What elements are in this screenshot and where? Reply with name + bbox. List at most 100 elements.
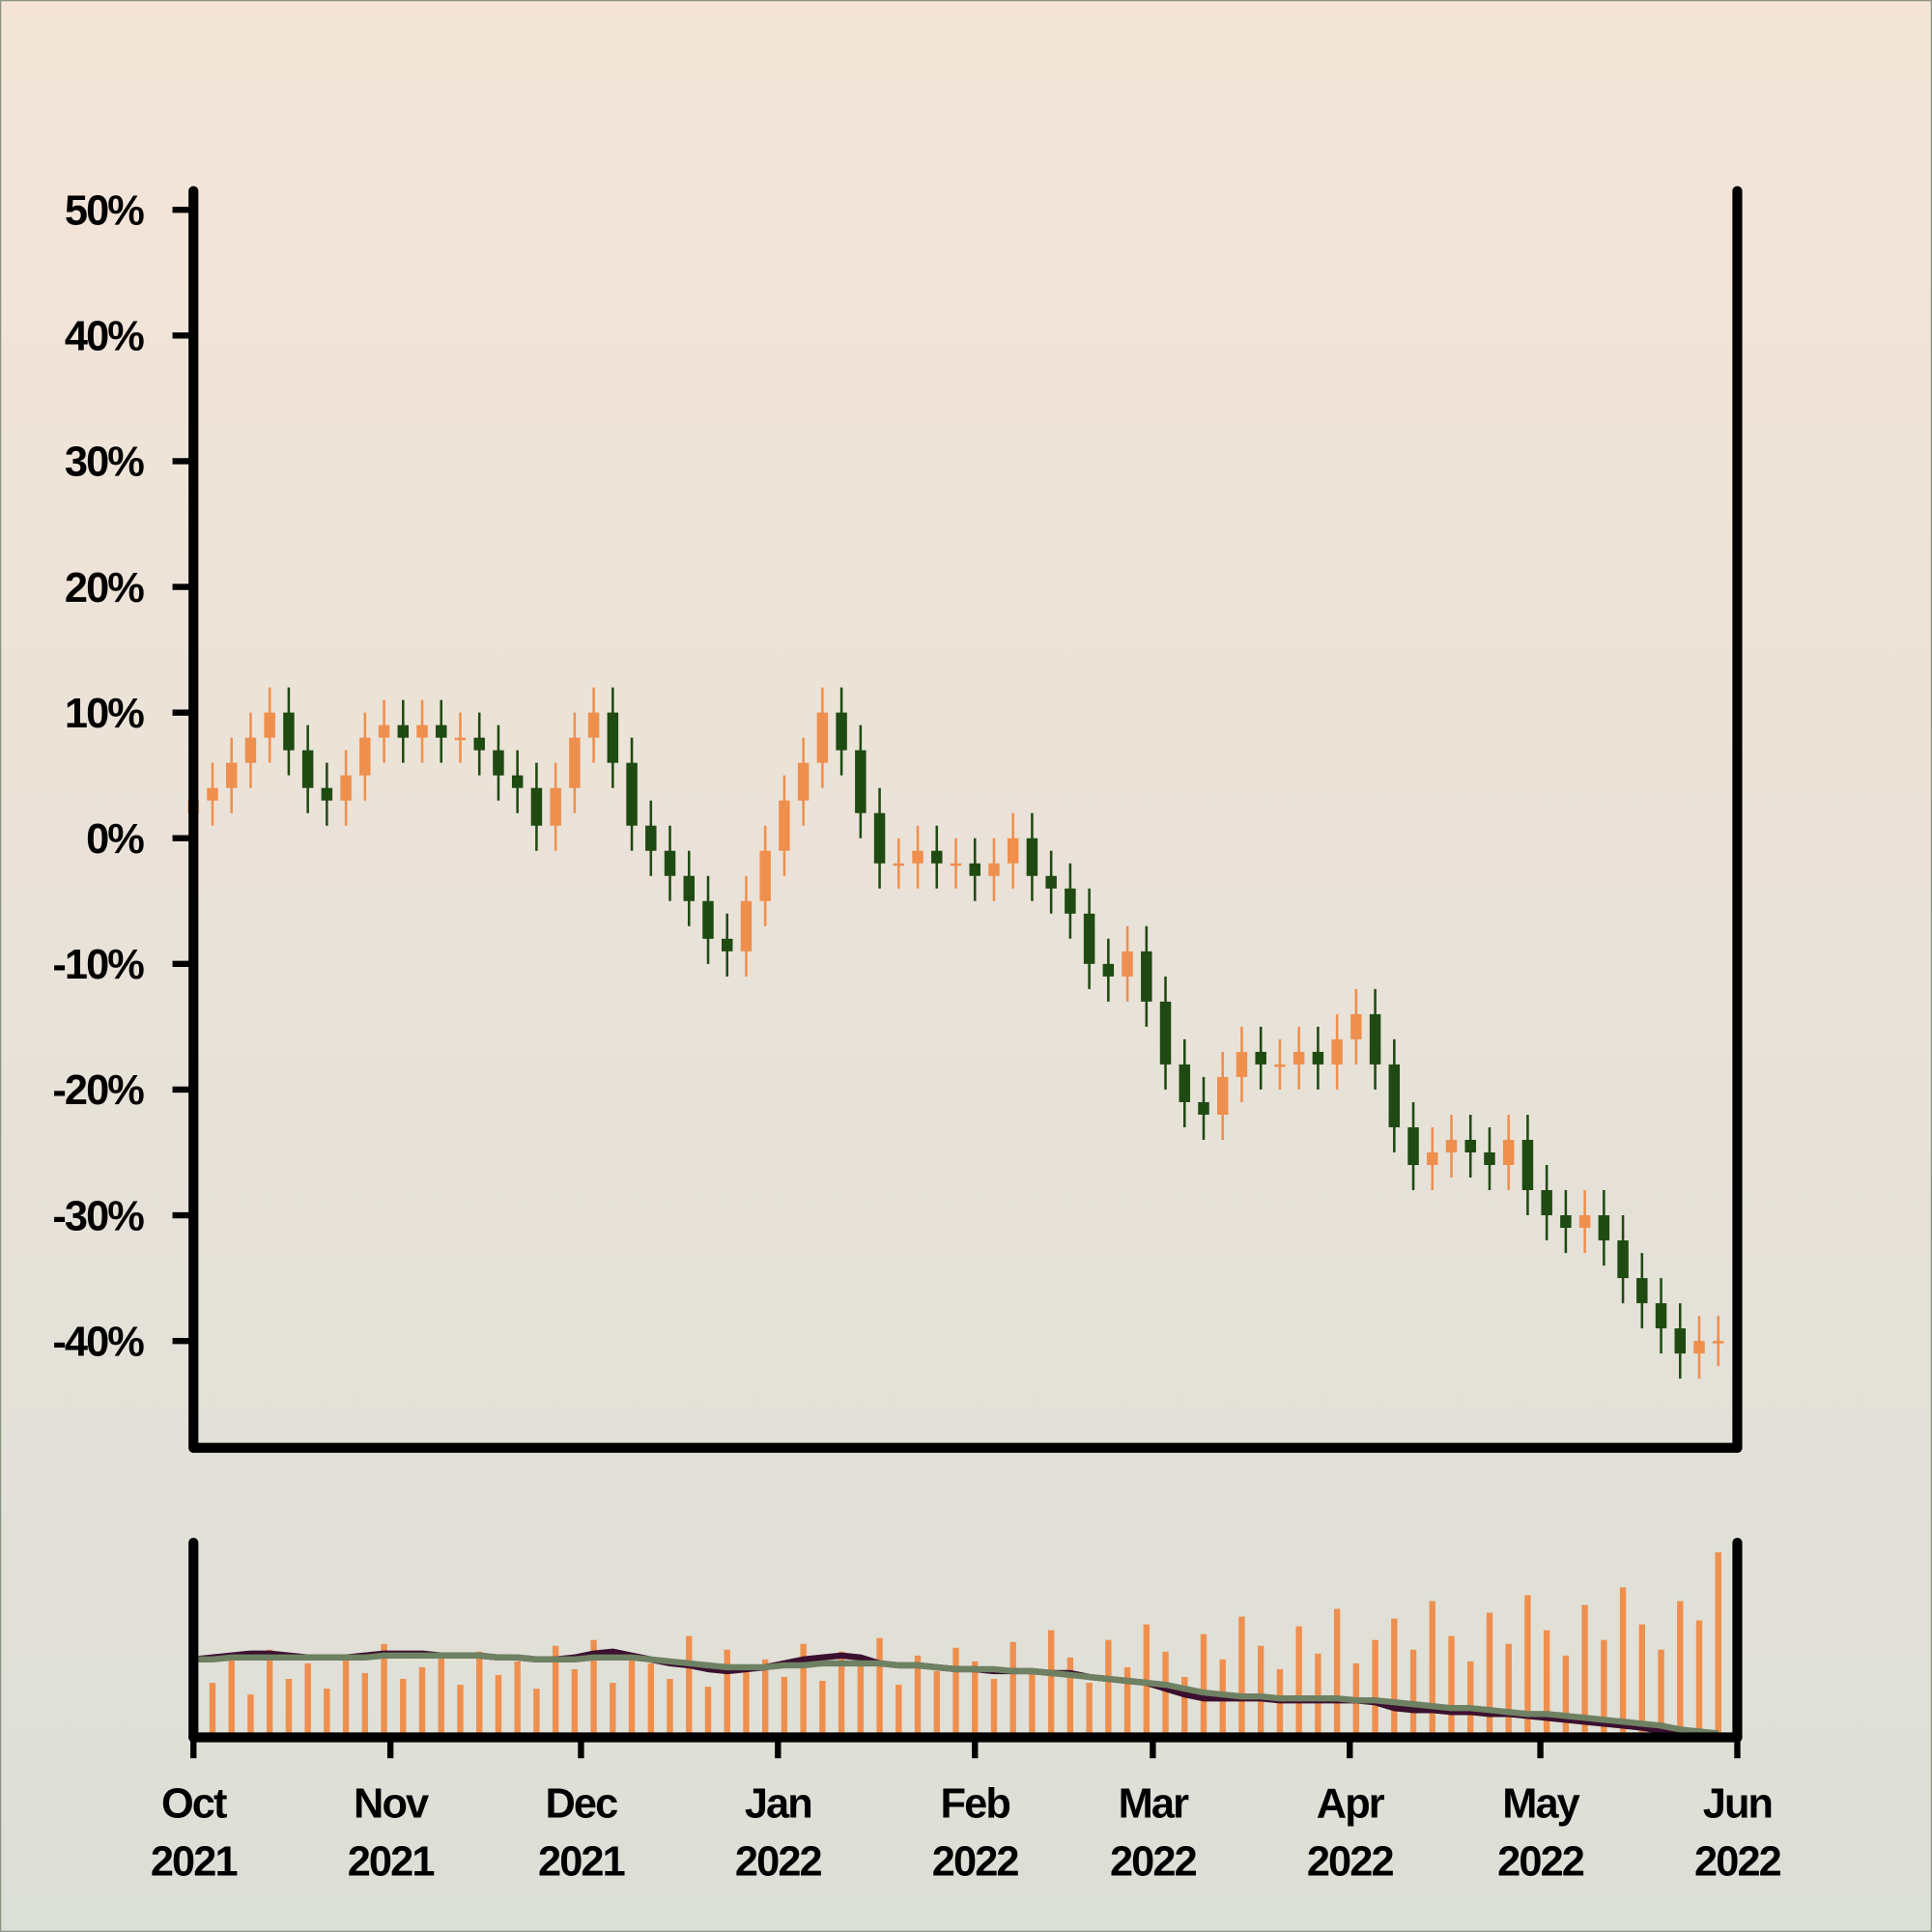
volume-bar [686,1635,693,1738]
candle-body [1560,1215,1572,1229]
volume-bar [933,1670,940,1738]
volume-bar [838,1651,845,1738]
volume-bar [1429,1601,1435,1738]
candle-body [511,775,524,788]
x-tick-label: 2022 [1497,1838,1584,1885]
volume-bar [1123,1666,1131,1738]
candle-body [626,762,638,826]
volume-bar [857,1664,865,1738]
volume-bar [1409,1649,1417,1738]
plot-layer: 50% 40% 30% 20% 10% 0% -10% -20% -30% -40% Oct 2021… [52,185,1783,1885]
x-tick-label: Mar [1119,1780,1189,1827]
x-tick-label: Jun [1703,1780,1772,1827]
volume-bar [819,1681,826,1738]
volume-bar [418,1666,426,1738]
volume-bar [990,1679,998,1738]
candle-body [1083,913,1095,964]
volume-bar [1029,1672,1036,1738]
candle-body [225,762,238,788]
y-tick-label: 10% [65,691,144,737]
x-tick-label: 2022 [1307,1838,1394,1885]
volume-bar [552,1645,559,1738]
volume-bar [1695,1620,1703,1738]
candle-body [587,712,600,738]
volume-bar [628,1653,636,1738]
candle-body [1045,875,1057,889]
candle-body [1198,1101,1209,1115]
x-tick-label: 2022 [1110,1838,1197,1885]
volume-bar [1066,1657,1074,1738]
candle-body [836,712,847,751]
volume-bar [1715,1552,1721,1738]
y-tick-label: 20% [65,565,144,611]
volume-bar [495,1674,502,1738]
x-tick-label: Oct [161,1780,227,1827]
candle-body [530,787,543,826]
candle-body [1617,1240,1629,1279]
candle-body [301,750,314,788]
candle-body [855,750,867,813]
y-tick-label: 40% [65,314,144,360]
candle-body [397,724,410,738]
candle-body [1236,1051,1248,1077]
volume-bar [533,1689,540,1738]
volume-bar [228,1659,235,1738]
volume-bar [1372,1639,1378,1738]
candle-body [1502,1139,1515,1165]
x-tick-label: 2022 [735,1838,822,1885]
candle-body [1274,1064,1286,1067]
volume-bar [400,1679,407,1738]
volume-bar [1486,1612,1493,1738]
candle-body [321,787,333,801]
volume-bar [247,1694,254,1738]
candle-body [436,724,447,738]
candle-body [912,850,923,864]
candle-body [1369,1013,1381,1065]
candle-body [1026,838,1038,876]
volume-bar [1619,1587,1627,1738]
volume-bar [342,1655,350,1738]
candle-body [1179,1064,1191,1102]
x-tick-label: 2022 [1694,1838,1781,1885]
y-tick-label: -20% [52,1067,144,1114]
volume-bar [457,1685,464,1738]
candle-body [969,863,980,876]
x-tick-label: 2021 [348,1838,435,1885]
candle-body [1388,1064,1401,1127]
candle-body [1331,1038,1343,1065]
candle-body [740,900,753,952]
volume-bar [972,1661,979,1738]
candle-body [1293,1051,1305,1065]
volume-bar [610,1683,616,1738]
candle-body [1427,1151,1438,1165]
candle-body [607,712,619,763]
candle-body [1598,1215,1610,1241]
candle-body [1065,888,1076,914]
volume-bar [647,1662,654,1738]
candle-body [1464,1139,1476,1152]
volume-bar [781,1676,788,1738]
volume-bar [571,1668,579,1738]
volume-bar [1238,1616,1245,1738]
candle-body [664,850,676,876]
volume-bar [304,1662,311,1738]
volume-bar [324,1689,330,1738]
candle-body [1255,1051,1266,1065]
volume-bar [1448,1635,1455,1738]
volume-bar [381,1643,387,1738]
volume-bar [1543,1630,1550,1738]
volume-bar [876,1637,883,1738]
volume-bar [1638,1624,1646,1738]
candle-body [816,712,829,763]
candle-body [550,787,561,826]
candle-body [1655,1303,1667,1329]
candle-body [1007,838,1019,864]
candle-body [1674,1328,1687,1354]
volume-bar [476,1651,483,1738]
volume-line [193,1652,1719,1737]
volume-bar [1047,1630,1055,1738]
candle-body [1312,1051,1324,1065]
